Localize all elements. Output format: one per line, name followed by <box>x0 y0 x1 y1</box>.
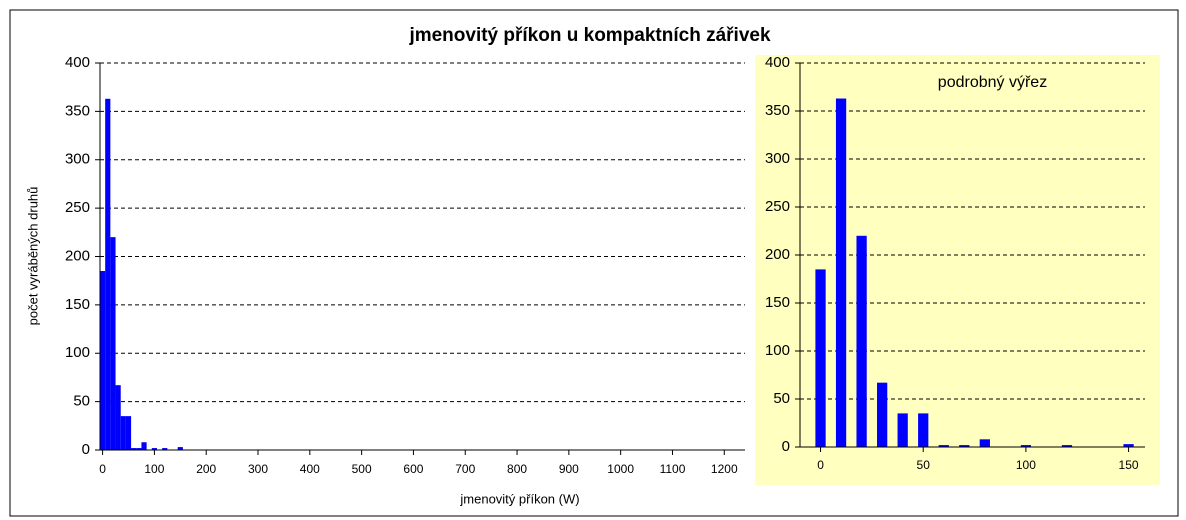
x-tick-label: 0 <box>99 462 106 476</box>
x-tick-label: 1100 <box>660 462 686 476</box>
x-tick-label: 900 <box>559 462 579 476</box>
bar <box>897 413 908 447</box>
bar <box>979 439 990 447</box>
y-tick-label: 400 <box>765 54 790 71</box>
bar <box>125 416 132 450</box>
y-tick-label: 300 <box>65 151 90 168</box>
bar <box>110 237 116 450</box>
x-tick-label: 1200 <box>711 462 738 476</box>
y-tick-label: 0 <box>82 441 90 458</box>
bar <box>131 448 137 450</box>
y-tick-label: 400 <box>65 54 90 71</box>
x-tick-label: 700 <box>455 462 475 476</box>
bar <box>918 413 929 447</box>
bar <box>1123 444 1134 447</box>
x-tick-label: 400 <box>300 462 320 476</box>
y-tick-label: 150 <box>765 294 790 311</box>
bar <box>815 269 826 447</box>
y-tick-label: 100 <box>65 344 90 361</box>
y-tick-label: 0 <box>782 438 790 455</box>
x-tick-label: 500 <box>352 462 372 476</box>
bar <box>1020 445 1032 447</box>
x-tick-label: 50 <box>917 458 931 472</box>
y-tick-label: 50 <box>73 393 90 410</box>
x-tick-label: 100 <box>144 462 164 476</box>
y-tick-label: 100 <box>765 342 790 359</box>
bar <box>835 98 847 448</box>
y-tick-label: 250 <box>65 199 90 216</box>
chart-title: jmenovitý příkon u kompaktních zářivek <box>408 25 771 46</box>
bar <box>120 416 126 450</box>
y-tick-label: 200 <box>765 246 790 263</box>
x-tick-label: 800 <box>507 462 527 476</box>
x-tick-label: 1000 <box>607 462 634 476</box>
bar <box>151 448 157 450</box>
bar <box>100 271 106 450</box>
y-tick-label: 350 <box>65 102 90 119</box>
x-tick-label: 600 <box>403 462 423 476</box>
x-axis-label: jmenovitý příkon (W) <box>459 491 579 506</box>
bar <box>959 445 970 447</box>
bar <box>136 448 142 450</box>
bar <box>105 98 111 451</box>
y-tick-label: 50 <box>773 390 790 407</box>
y-tick-label: 350 <box>765 102 790 119</box>
bar <box>1061 445 1073 447</box>
annotation: podrobný výřez <box>938 74 1047 91</box>
y-tick-label: 300 <box>765 150 790 167</box>
y-tick-label: 200 <box>65 247 90 264</box>
bar <box>115 385 121 450</box>
bar <box>162 448 168 450</box>
bar <box>856 235 867 447</box>
bar <box>938 445 949 447</box>
x-tick-label: 300 <box>248 462 268 476</box>
bar <box>877 382 888 447</box>
x-tick-label: 0 <box>817 458 824 472</box>
bar <box>141 442 147 450</box>
x-tick-label: 150 <box>1119 458 1139 472</box>
y-tick-label: 150 <box>65 296 90 313</box>
bar <box>177 447 183 450</box>
x-tick-label: 100 <box>1016 458 1036 472</box>
y-tick-label: 250 <box>765 198 790 215</box>
y-axis-label: počet vyráběných druhů <box>25 187 40 326</box>
x-tick-label: 200 <box>196 462 216 476</box>
